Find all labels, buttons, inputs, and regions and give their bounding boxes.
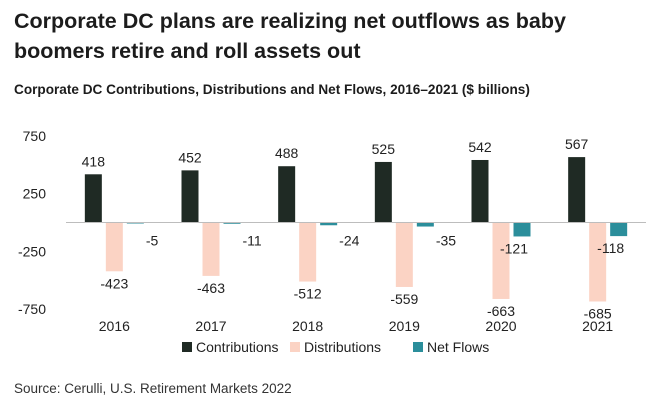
- data-label: -11: [243, 233, 262, 249]
- y-tick-label: 750: [23, 128, 47, 144]
- bar-contributions: [374, 161, 392, 223]
- bar-contributions: [181, 170, 199, 223]
- data-label: 542: [468, 139, 492, 155]
- data-label: -118: [597, 240, 624, 256]
- bar-net-flows: [320, 222, 338, 226]
- data-label: 418: [82, 153, 106, 169]
- bar-distributions: [492, 222, 510, 299]
- x-tick-label: 2016: [99, 318, 130, 334]
- bar-distributions: [202, 222, 220, 276]
- data-label: -35: [436, 233, 456, 249]
- data-label: 488: [275, 145, 299, 161]
- chart-title: Corporate DC Contributions, Distribution…: [14, 82, 530, 97]
- legend-swatch-net-flows: [413, 342, 423, 352]
- data-label: -512: [294, 286, 322, 302]
- legend-swatch-distributions: [290, 342, 300, 352]
- bar-net-flows: [610, 222, 628, 237]
- bar-contributions: [84, 174, 102, 223]
- data-label: 525: [372, 141, 396, 157]
- bar-distributions: [589, 222, 607, 302]
- y-tick-label: -250: [18, 243, 46, 259]
- data-label: -559: [390, 291, 418, 307]
- bar-net-flows: [223, 222, 241, 224]
- bar-distributions: [299, 222, 317, 282]
- bar-net-flows: [513, 222, 531, 237]
- x-tick-label: 2019: [389, 318, 420, 334]
- y-tick-label: -750: [18, 301, 46, 317]
- data-label: -423: [100, 275, 128, 291]
- bar-contributions: [278, 166, 296, 223]
- data-label: 567: [565, 136, 589, 152]
- source-note: Source: Cerulli, U.S. Retirement Markets…: [14, 381, 292, 396]
- y-tick-label: 250: [23, 186, 47, 202]
- x-tick-label: 2017: [195, 318, 226, 334]
- legend-label: Contributions: [196, 339, 279, 355]
- x-tick-label: 2021: [582, 318, 613, 334]
- data-label: -24: [339, 233, 359, 249]
- legend-swatch-contributions: [182, 342, 192, 352]
- bar-distributions: [105, 222, 123, 272]
- legend-label: Distributions: [304, 339, 381, 355]
- headline: Corporate DC plans are realizing net out…: [14, 9, 566, 63]
- bar-contributions: [471, 159, 489, 223]
- data-label: -5: [146, 233, 159, 249]
- data-label: -463: [197, 280, 225, 296]
- data-label: -685: [584, 306, 612, 322]
- data-label: 452: [178, 149, 202, 165]
- x-tick-label: 2018: [292, 318, 323, 334]
- bar-contributions: [568, 157, 586, 223]
- data-label: -121: [500, 240, 528, 256]
- bar-net-flows: [416, 222, 434, 227]
- legend-label: Net Flows: [427, 339, 489, 355]
- data-label: -663: [487, 303, 515, 319]
- bar-distributions: [395, 222, 413, 287]
- x-tick-label: 2020: [485, 318, 516, 334]
